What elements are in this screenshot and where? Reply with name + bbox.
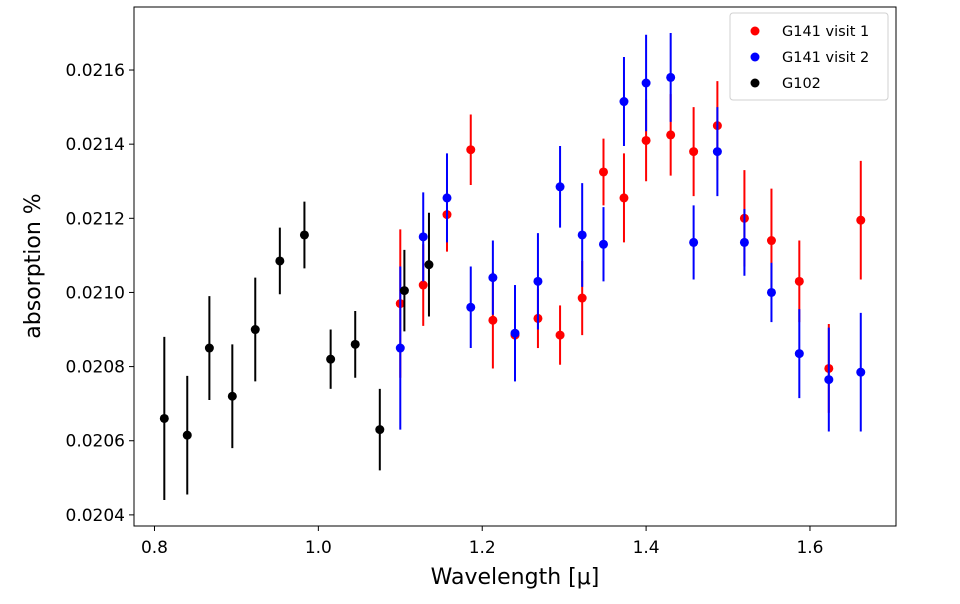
legend-label: G102 bbox=[782, 76, 821, 92]
data-point bbox=[856, 215, 866, 225]
data-point bbox=[739, 237, 749, 247]
data-point bbox=[555, 182, 565, 192]
y-tick-label: 0.0212 bbox=[66, 209, 125, 229]
data-point bbox=[794, 349, 804, 359]
legend-label: G141 visit 2 bbox=[782, 50, 869, 66]
x-tick-label: 1.0 bbox=[305, 538, 332, 558]
data-point bbox=[666, 130, 676, 140]
data-point bbox=[227, 391, 237, 401]
data-point bbox=[766, 236, 776, 246]
data-point bbox=[275, 256, 285, 266]
data-point bbox=[689, 237, 699, 247]
data-point bbox=[250, 325, 260, 335]
data-point bbox=[442, 193, 452, 203]
data-point bbox=[619, 97, 629, 107]
data-point bbox=[598, 239, 608, 249]
data-point bbox=[641, 135, 651, 145]
legend-marker bbox=[750, 52, 760, 62]
x-tick-label: 1.6 bbox=[796, 538, 823, 558]
y-tick-label: 0.0204 bbox=[66, 506, 125, 526]
x-tick-label: 0.8 bbox=[141, 538, 168, 558]
y-tick-label: 0.0206 bbox=[66, 432, 125, 452]
data-point bbox=[766, 287, 776, 297]
data-point bbox=[619, 193, 629, 203]
data-point bbox=[399, 286, 409, 296]
x-axis-label: Wavelength [μ] bbox=[431, 565, 600, 590]
legend-marker bbox=[750, 78, 760, 88]
data-point bbox=[299, 230, 309, 240]
data-point bbox=[466, 302, 476, 312]
y-axis-ticks: 0.0204 0.0206 0.0208 0.0210 0.0212 0.0214 0.02… bbox=[66, 61, 134, 526]
data-point bbox=[159, 413, 169, 423]
data-point bbox=[424, 260, 434, 270]
data-point bbox=[375, 425, 385, 435]
legend-label: G141 visit 1 bbox=[782, 24, 869, 40]
data-point bbox=[856, 367, 866, 377]
y-tick-label: 0.0214 bbox=[66, 135, 125, 155]
data-point bbox=[182, 430, 192, 440]
data-point bbox=[204, 343, 214, 353]
series-1 bbox=[395, 32, 866, 432]
data-point bbox=[689, 147, 699, 157]
legend-entries: G141 visit 1 G141 visit 2 G102 bbox=[750, 24, 869, 92]
y-tick-label: 0.0216 bbox=[66, 61, 125, 81]
series-layer bbox=[159, 32, 866, 501]
data-point bbox=[598, 167, 608, 177]
data-point bbox=[555, 330, 565, 340]
data-point bbox=[350, 339, 360, 349]
data-point bbox=[488, 273, 498, 283]
data-point bbox=[533, 276, 543, 286]
data-point bbox=[418, 280, 428, 290]
legend-marker bbox=[750, 26, 760, 36]
data-point bbox=[712, 147, 722, 157]
data-point bbox=[510, 328, 520, 338]
data-point bbox=[577, 293, 587, 303]
data-point bbox=[418, 232, 428, 242]
data-point bbox=[666, 72, 676, 82]
legend-frame bbox=[729, 12, 889, 101]
x-tick-label: 1.2 bbox=[469, 538, 496, 558]
data-point bbox=[466, 145, 476, 155]
data-point bbox=[641, 78, 651, 88]
y-tick-label: 0.0210 bbox=[66, 283, 125, 303]
series-2 bbox=[159, 201, 434, 501]
data-point bbox=[488, 315, 498, 325]
y-tick-label: 0.0208 bbox=[66, 358, 125, 378]
legend: G141 visit 1 G141 visit 2 G102 bbox=[729, 12, 889, 101]
data-point bbox=[577, 230, 587, 240]
data-point bbox=[824, 375, 834, 385]
data-point bbox=[794, 276, 804, 286]
data-point bbox=[395, 343, 405, 353]
y-axis-label: absorption % bbox=[21, 193, 46, 338]
data-point bbox=[326, 354, 336, 364]
x-tick-label: 1.4 bbox=[633, 538, 660, 558]
x-axis-ticks: 0.8 1.0 1.2 1.4 1.6 bbox=[141, 526, 823, 558]
